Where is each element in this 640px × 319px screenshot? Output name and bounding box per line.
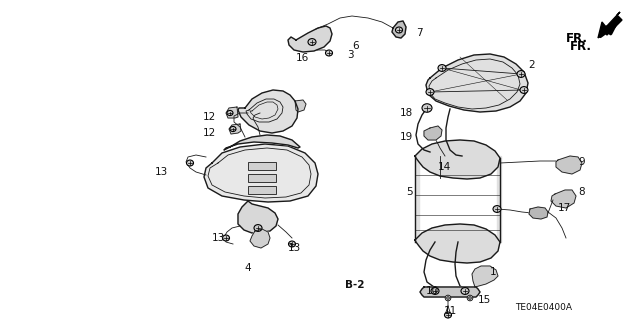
Polygon shape [415,140,500,179]
Polygon shape [497,156,501,242]
Ellipse shape [517,70,525,78]
Text: 11: 11 [444,306,457,316]
Ellipse shape [223,235,230,241]
Text: 16: 16 [296,53,309,63]
Text: B-2: B-2 [345,280,365,290]
Text: 14: 14 [438,162,451,172]
Ellipse shape [431,288,439,294]
Text: 8: 8 [578,187,584,197]
Polygon shape [392,21,406,38]
Ellipse shape [467,295,473,301]
Text: 12: 12 [203,128,216,138]
Ellipse shape [396,27,403,33]
Ellipse shape [227,110,233,115]
Text: 5: 5 [406,187,413,197]
Text: 1: 1 [490,267,497,277]
Text: 10: 10 [426,286,439,296]
Text: 17: 17 [558,203,572,213]
Text: 18: 18 [400,108,413,118]
Text: 19: 19 [400,132,413,142]
Polygon shape [204,144,318,202]
Polygon shape [551,190,576,208]
Ellipse shape [186,160,193,166]
Polygon shape [250,229,270,248]
Ellipse shape [230,126,236,131]
Ellipse shape [326,50,333,56]
Ellipse shape [438,65,446,71]
Text: 15: 15 [478,295,492,305]
Polygon shape [529,207,548,219]
Text: 6: 6 [353,41,359,51]
Text: 9: 9 [578,157,584,167]
Polygon shape [415,156,419,242]
Bar [248,186,276,194]
Polygon shape [426,54,528,112]
Ellipse shape [468,297,472,300]
Ellipse shape [422,104,432,112]
Ellipse shape [445,295,451,301]
Text: 13: 13 [287,243,301,253]
Polygon shape [420,287,480,297]
Ellipse shape [447,297,449,300]
Polygon shape [224,135,300,150]
Text: 4: 4 [244,263,252,273]
Polygon shape [424,126,442,140]
Text: TE04E0400A: TE04E0400A [515,303,573,313]
Text: 13: 13 [211,233,225,243]
Ellipse shape [520,86,528,93]
Bar [248,162,276,170]
Bar [248,174,276,182]
Ellipse shape [493,206,501,212]
Polygon shape [238,201,278,233]
Polygon shape [238,90,298,133]
Ellipse shape [445,312,451,318]
Text: 13: 13 [155,167,168,177]
Text: 12: 12 [203,112,216,122]
Polygon shape [415,224,500,263]
Polygon shape [229,124,241,134]
Polygon shape [598,12,622,38]
Polygon shape [295,100,306,112]
Polygon shape [226,107,238,118]
Text: 2: 2 [528,60,534,70]
Ellipse shape [426,89,434,95]
Text: FR.: FR. [566,32,588,44]
Polygon shape [288,26,332,52]
Ellipse shape [254,225,262,231]
Ellipse shape [461,288,469,294]
Polygon shape [472,266,498,287]
Ellipse shape [289,241,296,247]
Ellipse shape [308,39,316,45]
Polygon shape [556,156,582,174]
Text: FR.: FR. [570,40,592,53]
Text: 7: 7 [416,28,422,38]
Text: 3: 3 [347,50,353,60]
